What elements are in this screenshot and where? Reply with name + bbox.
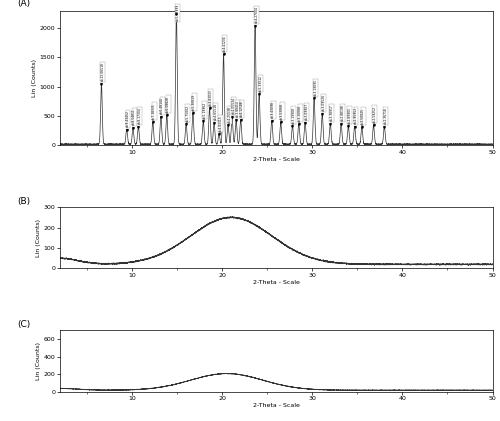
Text: d=7.18335: d=7.18335 xyxy=(152,103,156,120)
Text: d=3.10068: d=3.10068 xyxy=(298,105,302,122)
Text: d=4.83033: d=4.83033 xyxy=(209,89,213,106)
Y-axis label: Lin (Counts): Lin (Counts) xyxy=(32,59,36,97)
Text: d=3.53068: d=3.53068 xyxy=(280,103,284,120)
Text: d=4.65518: d=4.65518 xyxy=(214,103,218,120)
Text: d=4.12188: d=4.12188 xyxy=(240,101,244,117)
Text: (C): (C) xyxy=(17,320,30,329)
Text: d=2.36718: d=2.36718 xyxy=(384,107,388,124)
Text: d=4.41234: d=4.41234 xyxy=(223,35,227,52)
Text: d=3.38917: d=3.38917 xyxy=(330,104,334,121)
Text: (B): (B) xyxy=(17,197,30,206)
Text: d=3.88454: d=3.88454 xyxy=(236,101,240,117)
Text: d=2.88198: d=2.88198 xyxy=(340,104,344,121)
Text: d=4.05534: d=4.05534 xyxy=(232,97,235,114)
Text: d=8.54811: d=8.54811 xyxy=(132,109,136,125)
Text: d=8.17304: d=8.17304 xyxy=(138,107,141,124)
Text: d=5.33012: d=5.33012 xyxy=(258,75,262,92)
Text: d=2.50025: d=2.50025 xyxy=(361,108,365,125)
Text: d=2.89905: d=2.89905 xyxy=(348,107,352,124)
Text: d=4.27004: d=4.27004 xyxy=(254,7,258,24)
Text: d=3.19095: d=3.19095 xyxy=(314,79,318,96)
X-axis label: 2-Theta - Scale: 2-Theta - Scale xyxy=(253,403,300,408)
Text: d=3.43098: d=3.43098 xyxy=(271,101,275,118)
Text: d=6.48144: d=6.48144 xyxy=(160,98,164,114)
Text: d=2.59252: d=2.59252 xyxy=(373,106,377,123)
Text: d=6.08828: d=6.08828 xyxy=(166,96,170,112)
X-axis label: 2-Theta - Scale: 2-Theta - Scale xyxy=(253,157,300,162)
Text: d=13.06518: d=13.06518 xyxy=(101,63,105,82)
Text: d=4.83315: d=4.83315 xyxy=(218,115,222,132)
Text: d=9.43452: d=9.43452 xyxy=(126,110,130,127)
Text: d=3.09526: d=3.09526 xyxy=(322,94,326,112)
Text: d=2.95952: d=2.95952 xyxy=(354,107,358,124)
Y-axis label: Lin (Counts): Lin (Counts) xyxy=(36,219,41,257)
Text: d=3.09907: d=3.09907 xyxy=(304,103,308,120)
Text: d=5.19962: d=5.19962 xyxy=(202,102,206,119)
Text: d=4.25538: d=4.25538 xyxy=(228,106,232,123)
Y-axis label: Lin (Counts): Lin (Counts) xyxy=(36,342,41,380)
X-axis label: 2-Theta - Scale: 2-Theta - Scale xyxy=(253,280,300,285)
Text: d=5.93999: d=5.93999 xyxy=(176,4,180,21)
Text: (A): (A) xyxy=(17,0,30,8)
Text: d=5.75002: d=5.75002 xyxy=(186,105,190,122)
Text: d=5.30819: d=5.30819 xyxy=(192,94,196,111)
Text: d=3.19908: d=3.19908 xyxy=(292,107,296,124)
